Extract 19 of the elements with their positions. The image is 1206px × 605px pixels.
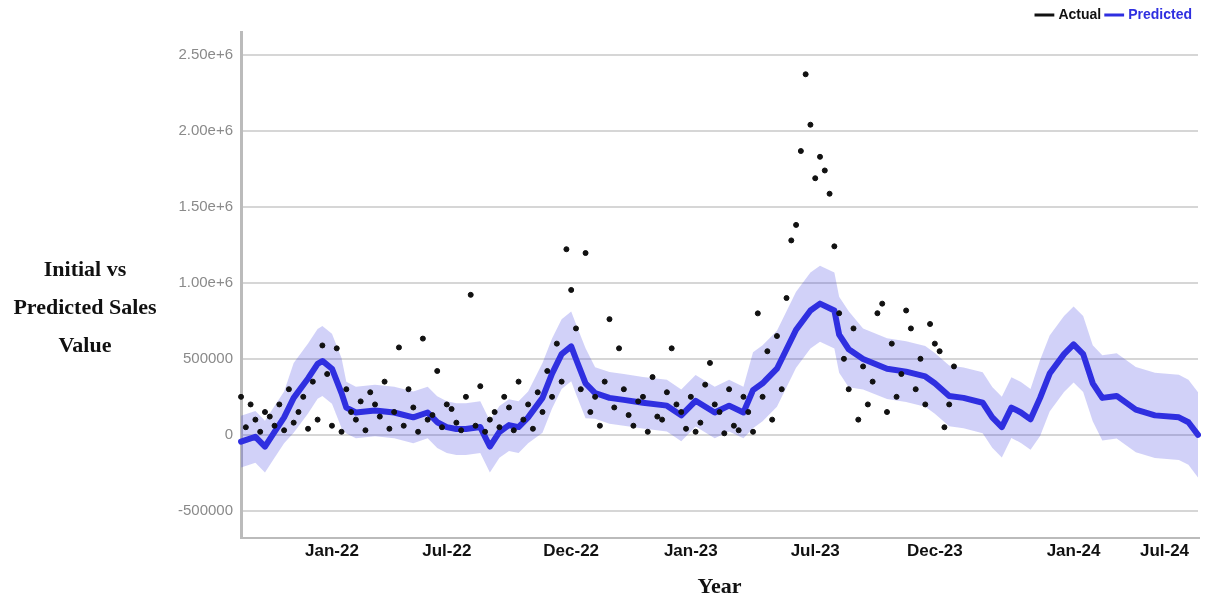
x-tick-label: Jan-23 xyxy=(663,541,718,561)
x-tick-label: Dec-22 xyxy=(543,541,600,561)
y-tick-label: 0 xyxy=(224,424,234,442)
x-tick-label: Jul-24 xyxy=(1139,541,1190,561)
x-tick-label: Jan-24 xyxy=(1046,541,1102,561)
x-tick-label: Jul-22 xyxy=(422,541,472,561)
x-tick-label: Jul-23 xyxy=(790,541,840,561)
y-tick-label: 2.00e+6 xyxy=(178,120,234,138)
y-axis-title: Initial vs Predicted Sales Value xyxy=(12,255,158,359)
y-tick-label: 500000 xyxy=(182,348,234,366)
y-tick-label: 2.50e+6 xyxy=(178,44,234,62)
y-tick-label: 1.00e+6 xyxy=(178,272,234,290)
legend-label: Actual xyxy=(1058,5,1102,22)
x-tick-label: Dec-23 xyxy=(906,541,963,561)
y-tick-label: -500000 xyxy=(177,500,234,518)
legend-label: Predicted xyxy=(1128,5,1193,22)
x-axis-title: Year xyxy=(697,573,742,599)
x-tick-label: Jan-22 xyxy=(305,541,359,561)
y-tick-label: 1.50e+6 xyxy=(178,196,234,214)
